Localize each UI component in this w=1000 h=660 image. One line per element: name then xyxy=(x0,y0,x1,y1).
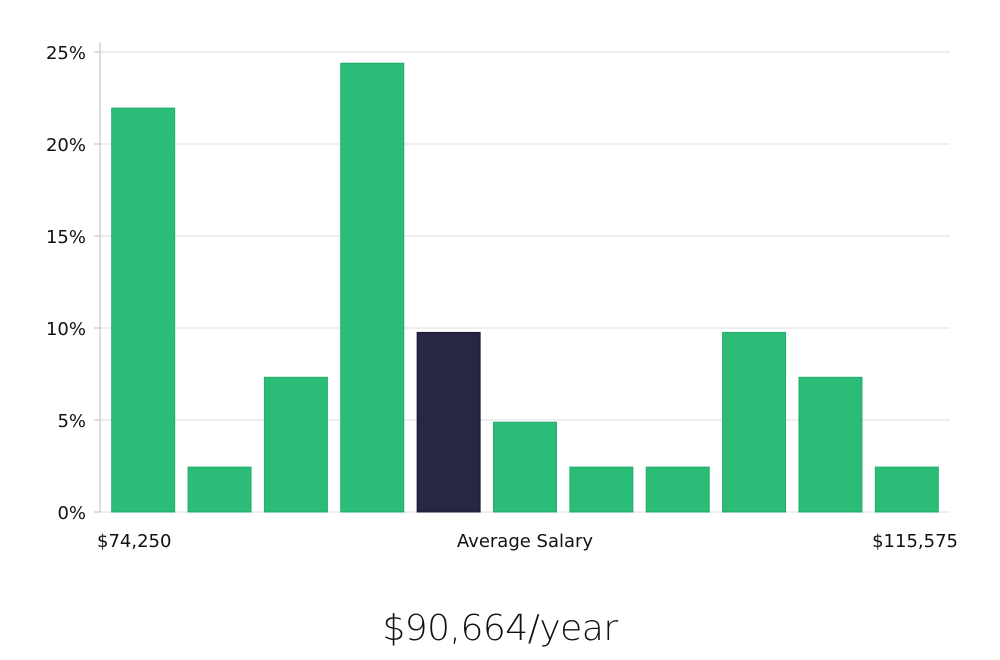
x-center-label: Average Salary xyxy=(457,531,594,552)
y-tick-label: 5% xyxy=(57,411,86,432)
bars xyxy=(111,62,939,513)
y-axis-ticks: 0% 5% 10% 15% 20% 25% xyxy=(46,43,100,524)
y-tick-label: 25% xyxy=(46,43,86,64)
bar-highlighted xyxy=(416,331,481,513)
y-tick-label: 15% xyxy=(46,227,86,248)
bar xyxy=(111,107,176,513)
bar xyxy=(187,466,252,513)
bar xyxy=(645,466,710,513)
bar xyxy=(493,421,557,513)
bar xyxy=(340,62,405,513)
y-tick-label: 10% xyxy=(46,319,86,340)
bar xyxy=(798,376,863,513)
bar xyxy=(874,466,939,513)
bar xyxy=(569,466,634,513)
y-tick-label: 20% xyxy=(46,135,86,156)
x-max-label: $115,575 xyxy=(872,531,958,552)
bar xyxy=(263,376,328,513)
x-min-label: $74,250 xyxy=(97,531,171,552)
average-salary-value: $90,664/year xyxy=(382,608,618,649)
salary-histogram: 0%5%10%15%20%25% $74,250 Average Salary … xyxy=(46,42,958,552)
bar xyxy=(722,331,787,513)
y-tick-label: 0% xyxy=(57,503,86,524)
